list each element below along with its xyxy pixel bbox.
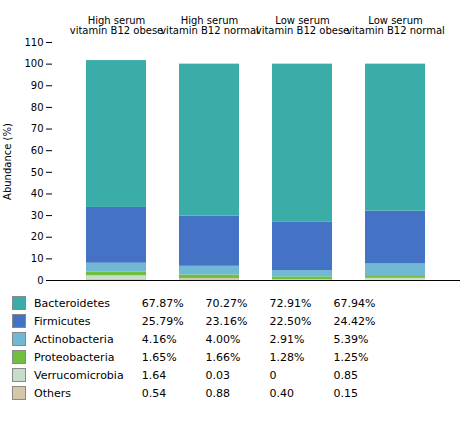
html-text:1.66%: 1.66%: [205, 350, 241, 364]
html-text:72.91%: 72.91%: [269, 296, 312, 310]
svg-text:70: 70: [31, 123, 44, 134]
svg-text:110: 110: [24, 37, 43, 48]
svg-text:0: 0: [37, 275, 43, 286]
html-text:Others: Others: [34, 386, 71, 400]
svg-text:10: 10: [31, 253, 44, 264]
html-text:0.15: 0.15: [333, 386, 358, 400]
html-text:Actinobacteria: Actinobacteria: [34, 332, 114, 346]
svg-text:50: 50: [31, 167, 44, 178]
svg-text:High serumvitamin B12 obese: High serumvitamin B12 obese: [70, 15, 164, 36]
html-text:0.54: 0.54: [141, 386, 167, 400]
html-text:Proteobacteria: Proteobacteria: [34, 350, 115, 364]
html-text:22.50%: 22.50%: [269, 314, 312, 328]
html-text:4.16%: 4.16%: [141, 332, 177, 346]
html-text:67.94%: 67.94%: [333, 296, 376, 310]
html-text:1.28%: 1.28%: [269, 350, 305, 364]
svg-text:80: 80: [31, 102, 44, 113]
svg-text:100: 100: [24, 58, 43, 69]
html-text:0.40: 0.40: [269, 386, 295, 400]
html-text:Bacteroidetes: Bacteroidetes: [34, 296, 110, 310]
html-text:1.65%: 1.65%: [141, 350, 177, 364]
html-text:70.27%: 70.27%: [205, 296, 248, 310]
svg-text:Low serumvitamin B12 obese: Low serumvitamin B12 obese: [256, 15, 350, 36]
svg-text:High serumvitamin B12 normal: High serumvitamin B12 normal: [160, 15, 259, 36]
html-text:25.79%: 25.79%: [141, 314, 184, 328]
html-text:4.00%: 4.00%: [205, 332, 241, 346]
svg-text:90: 90: [31, 80, 44, 91]
svg-text:Abundance (%): Abundance (%): [2, 123, 13, 200]
svg-text:40: 40: [31, 188, 44, 199]
svg-text:60: 60: [31, 145, 44, 156]
html-text:23.16%: 23.16%: [205, 314, 248, 328]
html-text:24.42%: 24.42%: [333, 314, 376, 328]
html-text:0.88: 0.88: [205, 386, 231, 400]
html-text:1.25%: 1.25%: [333, 350, 369, 364]
html-text:0.03: 0.03: [205, 368, 231, 382]
html-text:0.85: 0.85: [333, 368, 358, 382]
svg-text:20: 20: [31, 231, 44, 242]
html-text:1.64: 1.64: [141, 368, 167, 382]
html-text:67.87%: 67.87%: [141, 296, 184, 310]
html-text:0: 0: [269, 368, 277, 382]
svg-text:30: 30: [31, 210, 44, 221]
html-text:5.39%: 5.39%: [333, 332, 369, 346]
svg-text:Low serumvitamin B12 normal: Low serumvitamin B12 normal: [346, 15, 445, 36]
html-text:2.91%: 2.91%: [269, 332, 305, 346]
html-text:Verrucomicrobia: Verrucomicrobia: [34, 368, 124, 382]
html-text:Firmicutes: Firmicutes: [34, 314, 91, 328]
